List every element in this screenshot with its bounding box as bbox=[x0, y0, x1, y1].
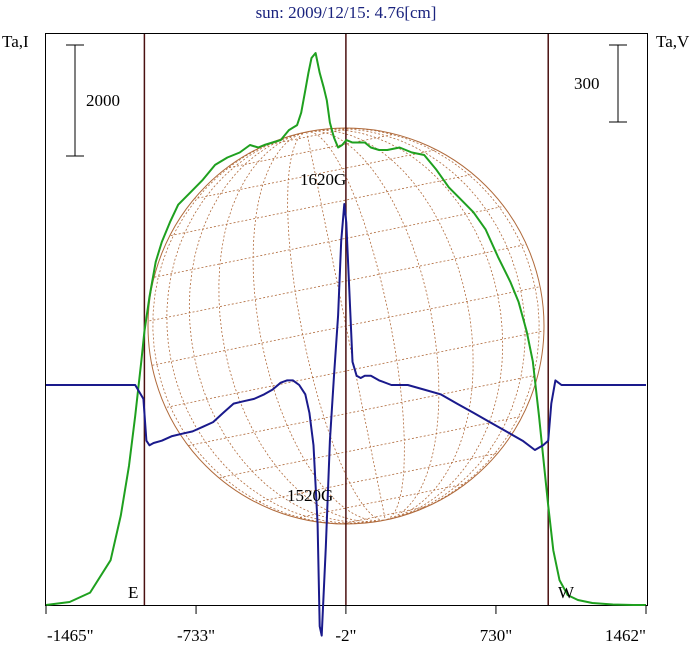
graticule-latitude bbox=[153, 367, 544, 454]
x-tick-label: -1465" bbox=[47, 626, 94, 645]
graticule-longitude bbox=[188, 131, 386, 523]
graticule-longitude bbox=[306, 129, 504, 521]
limb-marker-west: W bbox=[558, 583, 575, 602]
graticule-longitude bbox=[306, 128, 526, 521]
graticule-longitude bbox=[306, 128, 540, 521]
x-tick-label: 730" bbox=[480, 626, 512, 645]
x-tick-label: -733" bbox=[177, 626, 215, 645]
series-line-ta-i bbox=[45, 52, 646, 606]
x-axis-ticks: -1465" -733" -2" 730" 1462" bbox=[45, 605, 647, 645]
annotation-max-field: 1620G bbox=[300, 170, 346, 189]
scale-bar-right bbox=[609, 44, 627, 123]
x-tick-label: -2" bbox=[335, 626, 356, 645]
series-group bbox=[45, 52, 646, 637]
y-axis-label-left: Ta,I bbox=[2, 32, 29, 51]
graticule-longitude bbox=[306, 130, 474, 521]
graticule-longitude bbox=[287, 131, 386, 521]
reference-lines bbox=[143, 34, 549, 605]
series-line-ta-v bbox=[46, 203, 646, 637]
plot-frame bbox=[45, 33, 648, 606]
graticule-longitude bbox=[306, 131, 405, 521]
limb-marker-east: E bbox=[128, 583, 138, 602]
scale-bar-left bbox=[66, 44, 84, 157]
graticule-longitude bbox=[152, 131, 386, 524]
graticule-longitude bbox=[218, 131, 386, 522]
graticule-longitude bbox=[166, 131, 386, 524]
chart-title: sun: 2009/12/15: 4.76[cm] bbox=[256, 3, 437, 22]
graticule-longitude bbox=[252, 131, 386, 522]
graticule-latitude bbox=[148, 198, 539, 285]
annotation-min-field: 1520G bbox=[287, 486, 333, 505]
scale-bar-right-label: 300 bbox=[574, 74, 600, 93]
graticule-longitude bbox=[306, 130, 440, 521]
graticule-latitude bbox=[169, 144, 461, 205]
graticule-latitude bbox=[148, 322, 544, 416]
graticule-latitude bbox=[148, 236, 544, 330]
y-axis-label-right: Ta,V bbox=[656, 32, 690, 51]
x-tick-label: 1462" bbox=[605, 626, 646, 645]
scale-bar-left-label: 2000 bbox=[86, 91, 120, 110]
graticule-longitude bbox=[306, 131, 386, 521]
graticule-latitude bbox=[209, 130, 412, 173]
